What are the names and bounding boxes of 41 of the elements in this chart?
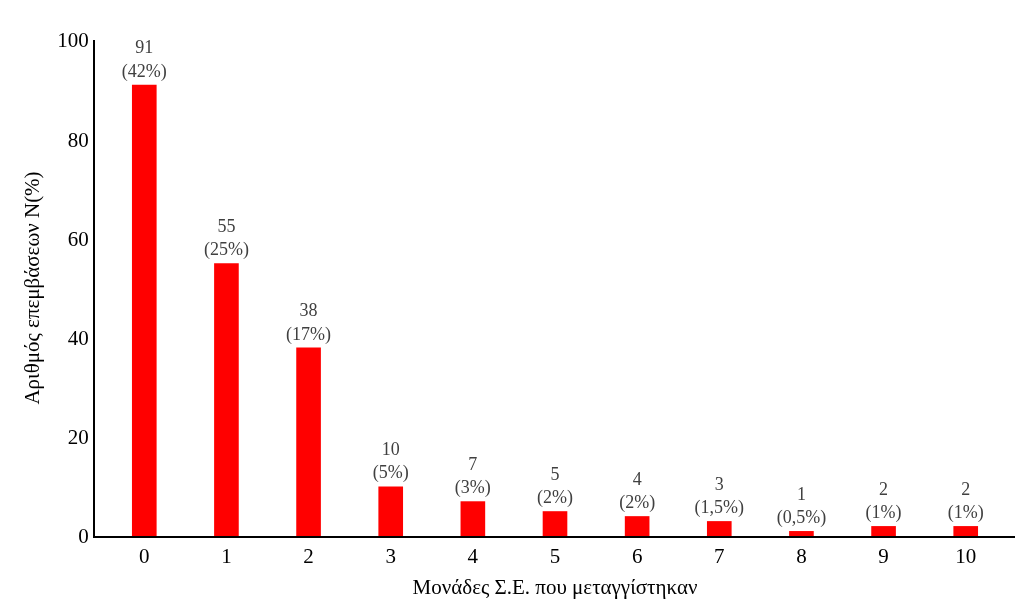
bar — [378, 486, 404, 536]
x-tick-label: 5 — [549, 544, 561, 569]
x-tick-label: 8 — [796, 544, 807, 569]
data-label: 3 (1,5%) — [694, 473, 745, 519]
x-tick-label: 3 — [385, 544, 396, 569]
y-axis-title: Αριθμός επεμβάσεων N(%) — [19, 171, 44, 405]
bar — [624, 516, 650, 536]
y-tick-label: 80 — [67, 127, 89, 152]
bar — [542, 511, 568, 536]
y-tick-label: 40 — [67, 325, 89, 350]
data-label: 10 (5%) — [372, 439, 409, 484]
data-label: 2 (1%) — [865, 478, 902, 524]
bar — [706, 521, 732, 536]
bar — [214, 263, 239, 536]
y-tick-label: 0 — [78, 524, 89, 549]
y-tick-label: 20 — [67, 425, 89, 450]
x-tick-label: 9 — [878, 544, 889, 569]
bar — [460, 501, 486, 536]
x-tick-label: 10 — [955, 544, 977, 569]
data-label: 38 (17%) — [286, 300, 332, 345]
data-label: 5 (2%) — [537, 463, 573, 509]
x-axis-title: Μονάδες Σ.Ε. που μεταγγίστηκαν — [412, 574, 698, 599]
x-tick-label: 7 — [714, 544, 725, 569]
x-tick-label: 0 — [139, 544, 150, 569]
x-tick-label: 1 — [221, 544, 232, 569]
x-tick-label: 4 — [467, 544, 479, 569]
bar — [296, 347, 321, 536]
x-tick-label: 2 — [303, 544, 314, 569]
bar — [871, 526, 896, 536]
data-label: 55 (25%) — [203, 215, 249, 261]
data-label: 1 (0,5%) — [776, 483, 827, 529]
data-label: 2 (1%) — [947, 478, 984, 524]
bar — [789, 531, 814, 536]
y-tick-label: 100 — [57, 28, 89, 53]
y-tick-label: 60 — [67, 226, 89, 251]
data-label: 7 (3%) — [454, 453, 491, 499]
bar — [131, 84, 157, 536]
data-label: 4 (2%) — [619, 468, 656, 514]
data-label: 91 (42%) — [121, 37, 167, 82]
bar — [953, 526, 979, 536]
x-tick-label: 6 — [631, 544, 643, 569]
